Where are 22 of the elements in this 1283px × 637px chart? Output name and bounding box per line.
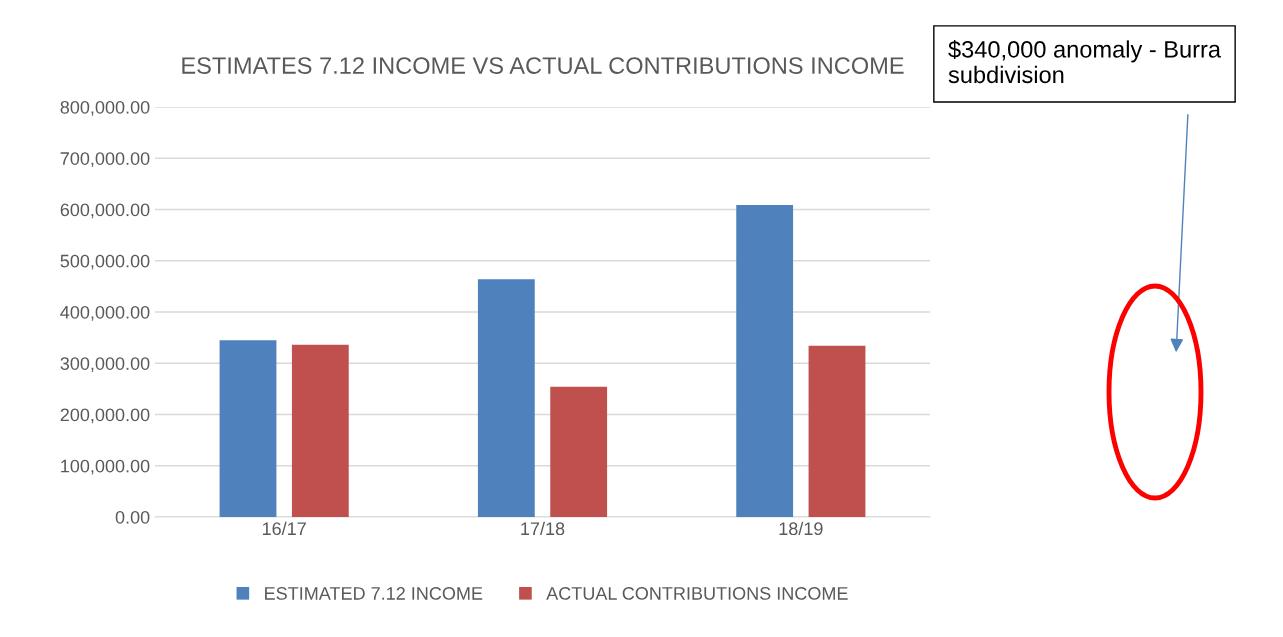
y-tick-label: 700,000.00 <box>60 152 150 168</box>
y-tick-label: 300,000.00 <box>60 357 150 373</box>
legend-label: ACTUAL CONTRIBUTIONS INCOME <box>546 587 848 600</box>
y-tick-label: 400,000.00 <box>60 305 150 321</box>
bar <box>736 204 794 517</box>
y-tick-label: 100,000.00 <box>61 459 150 475</box>
chart-title: ESTIMATES 7.12 INCOME VS ACTUAL CONTRIBUTIONS INCOME <box>182 57 904 74</box>
text: $340,000 anomaly - Burra subdivision <box>948 40 1221 84</box>
legend-label: ESTIMATED 7.12 INCOME <box>265 587 483 600</box>
x-tick-label: 17/18 <box>521 521 565 536</box>
x-tick-label: 18/19 <box>779 521 823 536</box>
bar <box>219 340 277 517</box>
y-tick-label: 200,000.00 <box>60 408 150 424</box>
y-tick-label: 800,000.00 <box>60 100 150 116</box>
bar <box>808 345 866 517</box>
bar <box>550 386 608 517</box>
y-tick-label: 0.00 <box>115 510 150 524</box>
bar <box>291 344 349 517</box>
bar <box>477 279 535 517</box>
y-tick-label: 600,000.00 <box>60 203 150 219</box>
x-tick-label: 16/17 <box>262 521 306 536</box>
y-tick-label: 500,000.00 <box>60 254 150 270</box>
